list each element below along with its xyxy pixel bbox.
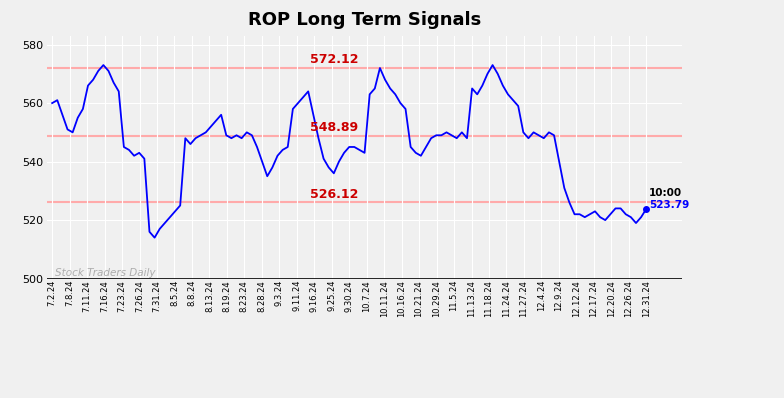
Text: 548.89: 548.89 (310, 121, 358, 134)
Text: 10:00: 10:00 (649, 188, 682, 198)
Text: Stock Traders Daily: Stock Traders Daily (55, 268, 155, 278)
Title: ROP Long Term Signals: ROP Long Term Signals (248, 11, 481, 29)
Text: 572.12: 572.12 (310, 53, 358, 66)
Text: 523.79: 523.79 (649, 201, 689, 211)
Text: 526.12: 526.12 (310, 188, 358, 201)
